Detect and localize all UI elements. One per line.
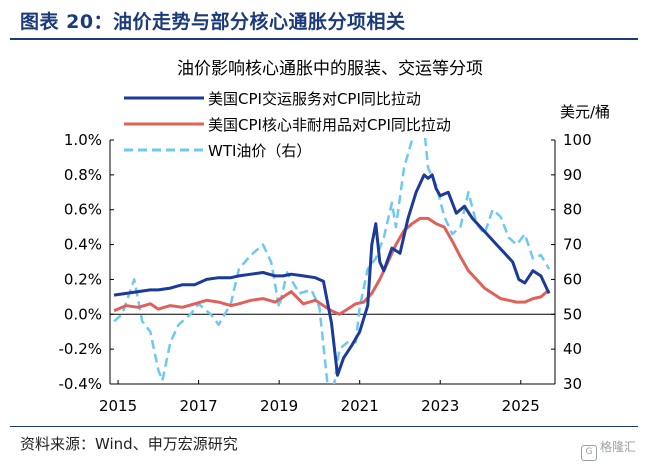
y-right-tick-label: 40 (563, 340, 582, 358)
chart-title: 油价影响核心通胀中的服装、交运等分项 (177, 59, 483, 79)
series-line-0 (113, 173, 551, 377)
x-tick-label: 2015 (99, 397, 137, 415)
right-axis-unit: 美元/桶 (560, 103, 610, 121)
y-right-tick-label: 30 (563, 375, 582, 393)
figure-title: 图表 20：油价走势与部分核心通胀分项相关 (20, 11, 406, 33)
series-line-2 (113, 138, 551, 384)
y-right-tick-label: 70 (563, 236, 582, 254)
y-left-tick-label: -0.2% (58, 340, 102, 358)
legend-label-2: WTI油价（右） (208, 142, 311, 160)
watermark-logo-icon: G (580, 445, 597, 461)
chart-area: 油价影响核心通胀中的服装、交运等分项 美国CPI交运服务对CPI同比拉动美国CP… (58, 59, 610, 415)
x-tick-label: 2023 (421, 397, 459, 415)
watermark-text: 格隆汇 (599, 440, 636, 454)
y-right-tick-label: 60 (563, 270, 582, 288)
chart-axes: -0.4% -0.2% 0.0% 0.2% 0.4% 0.6% 0.8% 1.0% 30 40 50… (58, 131, 591, 415)
y-left-tick-label: 0.4% (64, 236, 102, 254)
footer-divider (10, 426, 638, 427)
legend-label-0: 美国CPI交运服务对CPI同比拉动 (208, 90, 421, 108)
x-tick-label: 2017 (180, 397, 218, 415)
plot-lines (113, 138, 551, 384)
y-right-tick-label: 80 (563, 201, 582, 219)
series-line-1 (113, 216, 550, 316)
header-divider (10, 38, 638, 40)
legend-label-1: 美国CPI核心非耐用品对CPI同比拉动 (208, 116, 451, 134)
y-right-tick-label: 90 (563, 166, 582, 184)
y-right-tick-label: 50 (563, 305, 582, 323)
y-left-tick-label: -0.4% (58, 375, 102, 393)
y-right-tick-label: 100 (563, 131, 592, 149)
y-left-tick-label: 0.8% (64, 166, 102, 184)
watermark: G 格隆汇 (580, 438, 636, 461)
report-header: 图表 20：油价走势与部分核心通胀分项相关 (0, 0, 648, 36)
y-left-tick-label: 0.0% (64, 305, 102, 323)
x-tick-label: 2025 (502, 397, 540, 415)
source-note: 资料来源：Wind、申万宏源研究 (20, 435, 238, 453)
y-left-tick-label: 0.6% (64, 201, 102, 219)
y-left-tick-label: 1.0% (64, 131, 102, 149)
y-left-tick-label: 0.2% (64, 270, 102, 288)
x-tick-label: 2019 (260, 397, 298, 415)
x-tick-label: 2021 (341, 397, 379, 415)
